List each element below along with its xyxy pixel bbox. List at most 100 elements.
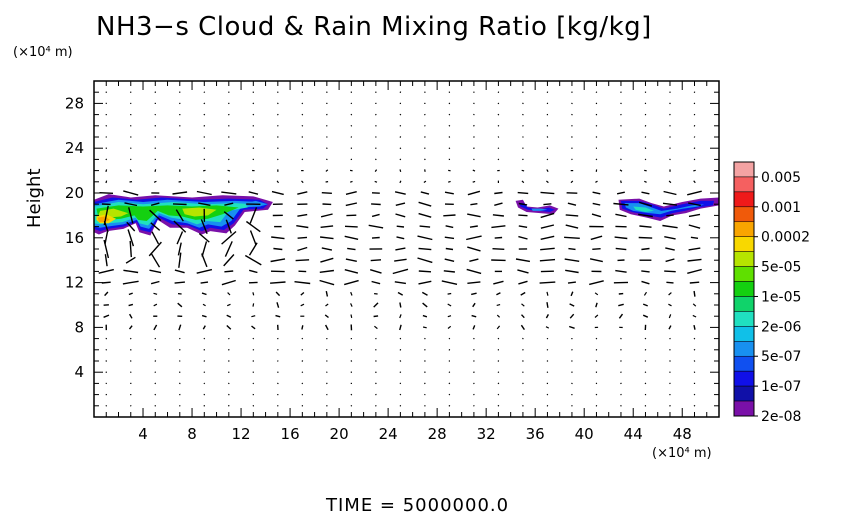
wind-arrow (494, 236, 503, 239)
x-tick-label: 4 (138, 425, 148, 443)
wind-arrow (492, 248, 505, 250)
wind-arrow (223, 254, 235, 267)
wind-arrow (276, 302, 280, 308)
wind-arrow (424, 382, 426, 385)
wind-arrow (472, 302, 476, 308)
wind-arrow (571, 124, 573, 127)
wind-arrow (301, 113, 304, 116)
wind-arrow (669, 371, 671, 374)
wind-arrow (497, 393, 500, 396)
wind-arrow (688, 213, 701, 218)
wind-arrow (644, 158, 647, 161)
wind-arrow (447, 303, 452, 307)
wind-arrow (642, 314, 649, 318)
wind-arrow (543, 203, 552, 206)
wind-arrow (301, 102, 304, 105)
wind-arrow (374, 180, 378, 183)
wind-arrow (641, 280, 650, 285)
wind-arrow (518, 235, 528, 240)
wind-arrow (693, 393, 696, 396)
wind-arrow (321, 192, 332, 194)
wind-arrow (443, 270, 455, 273)
wind-arrow (319, 269, 334, 273)
wind-arrow (641, 270, 650, 273)
wind-arrow (221, 191, 237, 195)
colorbar-swatch (733, 161, 755, 178)
wind-arrow (571, 382, 573, 385)
wind-arrow (325, 290, 329, 297)
wind-arrow (448, 180, 451, 183)
wind-arrow (595, 337, 598, 340)
x-tick-label: 8 (187, 425, 197, 443)
colorbar-swatch (733, 311, 755, 327)
wind-arrow (496, 304, 501, 306)
wind-arrow (324, 324, 329, 331)
wind-arrow (592, 248, 601, 250)
wind-arrow (175, 209, 184, 222)
wind-arrow (277, 113, 279, 116)
wind-arrow (271, 236, 285, 240)
wind-arrow (443, 214, 456, 217)
wind-arrow (497, 113, 500, 116)
wind-arrow (101, 281, 111, 284)
wind-arrow (664, 236, 676, 240)
wind-arrow (371, 280, 381, 285)
wind-arrow (178, 252, 182, 268)
wind-arrow (326, 382, 328, 385)
wind-arrow (178, 360, 181, 362)
colorbar-label: 1e-05 (761, 289, 801, 305)
wind-arrow (249, 269, 258, 274)
wind-arrow (129, 91, 132, 94)
wind-arrow (375, 404, 377, 407)
colorbar-swatch (733, 221, 755, 237)
wind-arrow (297, 191, 308, 195)
wind-arrow (467, 213, 481, 218)
wind-arrow (375, 348, 377, 351)
wind-arrow (129, 404, 132, 407)
wind-arrow (663, 190, 677, 196)
wind-arrow (693, 324, 696, 330)
wind-arrow (522, 371, 524, 374)
wind-arrow (301, 325, 304, 330)
wind-arrow (473, 404, 475, 407)
wind-arrow (200, 219, 208, 235)
wind-arrow (172, 203, 187, 206)
cloud-region-2-blue (519, 203, 555, 213)
wind-arrow (375, 382, 377, 385)
wind-arrow (224, 241, 233, 257)
wind-arrow (473, 113, 475, 116)
wind-arrow (203, 360, 206, 362)
y-tick-label: 16 (65, 229, 84, 247)
wind-arrow (294, 281, 311, 285)
wind-arrow (565, 214, 579, 217)
wind-arrow (221, 279, 236, 286)
wind-arrow (467, 246, 481, 252)
wind-arrow (227, 382, 230, 385)
wind-arrow (300, 303, 305, 307)
wind-arrow (399, 324, 402, 331)
wind-arrow (325, 169, 329, 172)
wind-arrow (252, 147, 255, 150)
wind-arrow (202, 169, 206, 172)
wind-arrow (520, 314, 525, 319)
wind-arrow (350, 360, 353, 362)
wind-arrow (320, 225, 334, 228)
wind-arrow (595, 136, 598, 138)
wind-arrow (399, 136, 402, 138)
wind-arrow (374, 169, 378, 172)
wind-arrow (326, 113, 328, 116)
wind-arrow (687, 190, 702, 196)
wind-arrow (520, 324, 525, 330)
wind-arrow (399, 371, 402, 374)
cloud-region-1-lime-a (97, 208, 129, 218)
y-axis-unit: (×10⁴ m) (13, 45, 73, 60)
wind-arrow (251, 325, 256, 330)
wind-arrow (417, 257, 433, 264)
wind-arrow (202, 325, 206, 330)
wind-arrow (149, 209, 162, 222)
wind-arrow (148, 241, 162, 257)
wind-arrow (540, 247, 555, 251)
wind-arrow (227, 147, 230, 150)
wind-arrow (492, 214, 504, 217)
wind-arrow (177, 242, 182, 256)
